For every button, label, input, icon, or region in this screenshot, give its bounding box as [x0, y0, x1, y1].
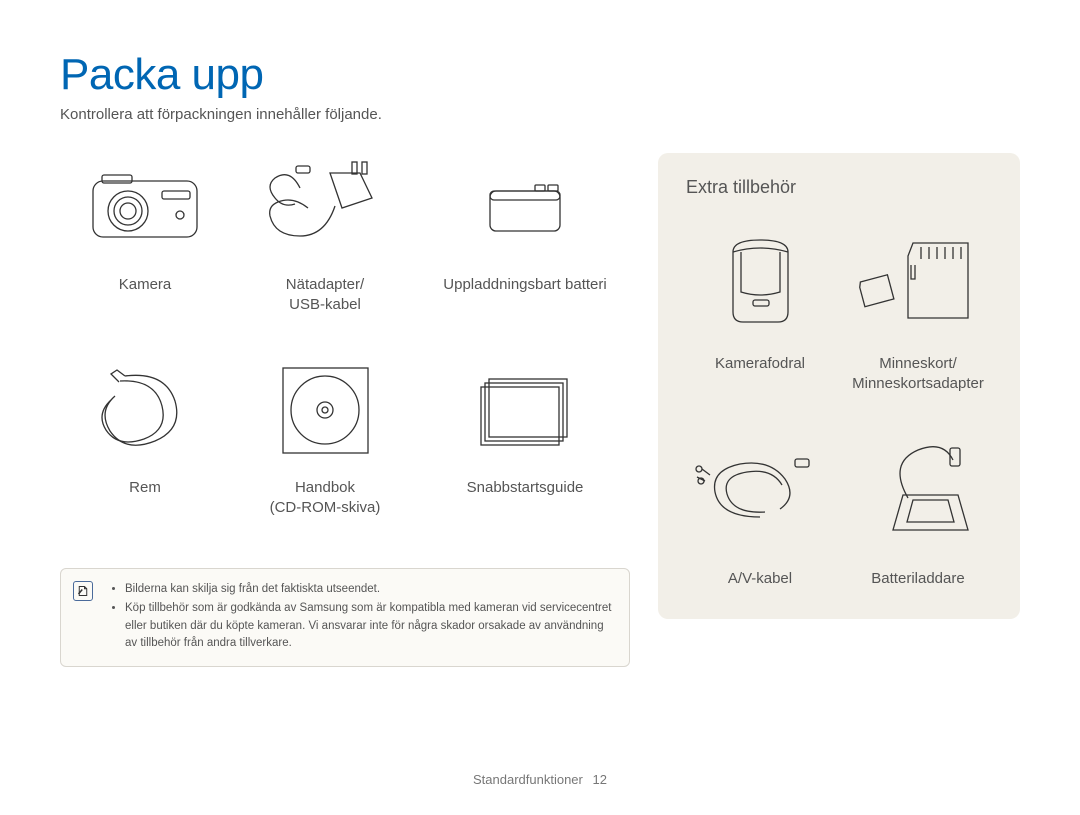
footer-page-number: 12	[593, 772, 607, 787]
optional-case: Kamerafodral	[686, 220, 834, 395]
item-label: Uppladdningsbart batteri	[443, 275, 606, 295]
item-label: Minneskort/Minneskortsadapter	[852, 354, 984, 395]
optional-title: Extra tillbehör	[686, 177, 992, 198]
optional-accessories-panel: Extra tillbehör Kamerafodral	[658, 153, 1020, 619]
note-box: Bilderna kan skilja sig från det faktisk…	[60, 568, 630, 667]
note-list: Bilderna kan skilja sig från det faktisk…	[109, 581, 613, 652]
item-adapter: Nätadapter/USB-kabel	[230, 153, 420, 316]
item-label: Nätadapter/USB-kabel	[286, 275, 364, 316]
note-icon	[73, 581, 93, 601]
case-icon	[686, 220, 834, 340]
item-battery: Uppladdningsbart batteri	[420, 153, 630, 295]
item-label: Batteriladdare	[871, 569, 964, 589]
booklet-icon	[420, 356, 630, 466]
subtitle: Kontrollera att förpackningen innehåller…	[60, 106, 1020, 123]
charger-icon	[844, 435, 992, 555]
cd-icon	[230, 356, 420, 466]
item-cd: Handbok(CD-ROM-skiva)	[230, 356, 420, 519]
note-item: Köp tillbehör som är godkända av Samsung…	[125, 600, 613, 652]
item-camera: Kamera	[60, 153, 230, 295]
content-wrapper: Kamera Nätadapter/USB-kabel	[60, 153, 1020, 667]
optional-sd: Minneskort/Minneskortsadapter	[844, 220, 992, 395]
camera-icon	[60, 153, 230, 263]
optional-charger: Batteriladdare	[844, 435, 992, 589]
item-label: Rem	[129, 478, 161, 498]
optional-grid: Kamerafodral Minnesk	[686, 220, 992, 589]
item-label: Handbok(CD-ROM-skiva)	[270, 478, 381, 519]
page-footer: Standardfunktioner 12	[0, 772, 1080, 787]
item-label: Kamerafodral	[715, 354, 805, 374]
av-cable-icon	[686, 435, 834, 555]
item-label: Kamera	[119, 275, 172, 295]
footer-section: Standardfunktioner	[473, 772, 583, 787]
item-strap: Rem	[60, 356, 230, 498]
item-label: Snabbstartsguide	[467, 478, 584, 498]
note-item: Bilderna kan skilja sig från det faktisk…	[125, 581, 613, 598]
included-items-column: Kamera Nätadapter/USB-kabel	[60, 153, 630, 667]
strap-icon	[60, 356, 230, 466]
sd-card-icon	[844, 220, 992, 340]
page-title: Packa upp	[60, 50, 1020, 100]
item-guide: Snabbstartsguide	[420, 356, 630, 498]
adapter-cable-icon	[230, 153, 420, 263]
item-label: A/V-kabel	[728, 569, 792, 589]
optional-av: A/V-kabel	[686, 435, 834, 589]
included-grid: Kamera Nätadapter/USB-kabel	[60, 153, 630, 518]
battery-icon	[420, 153, 630, 263]
